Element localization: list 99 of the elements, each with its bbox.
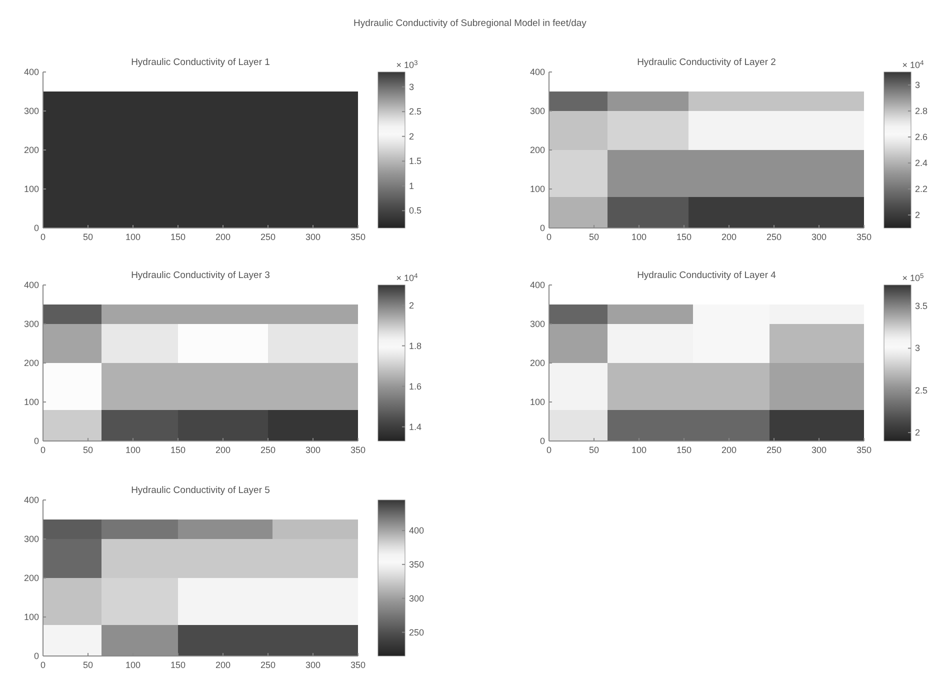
y-tick-label: 100 (24, 397, 39, 407)
x-tick-label: 350 (856, 445, 872, 455)
color-bar-title: × 10$^{4}$ (902, 60, 924, 70)
x-tick-label: 50 (588, 232, 600, 242)
y-tick-label: 100 (24, 184, 39, 194)
color-bar-label: 3.5 (915, 301, 928, 312)
color-bar-label: 1.8 (409, 340, 422, 351)
x-tick-label: 0 (40, 660, 46, 670)
x-tick-label: 350 (350, 232, 366, 242)
y-tick-label: 100 (24, 612, 39, 622)
chart-title: Hydraulic Conductivity of Layer 3 (131, 270, 270, 281)
color-bar-label: 0.5 (409, 206, 422, 216)
x-tick-label: 100 (631, 232, 647, 242)
y-tick-label: 200 (24, 573, 39, 583)
x-tick-label: 50 (82, 660, 94, 670)
y-tick-label: 400 (530, 280, 545, 290)
chart-title: Hydraulic Conductivity of Layer 1 (131, 57, 270, 68)
color-bar-label: 250 (409, 627, 424, 638)
color-bar-label: 1.4 (409, 422, 422, 432)
x-tick-label: 250 (260, 232, 276, 242)
x-tick-label: 100 (125, 445, 141, 455)
y-tick-label: 300 (530, 319, 545, 329)
color-bar-label: 2.5 (915, 385, 928, 396)
x-tick-label: 200 (215, 660, 231, 670)
color-bar-label: 1.5 (409, 156, 422, 166)
color-bar-title: × 10$^{4}$ (396, 272, 418, 283)
chart-title: Hydraulic Conductivity of Layer 5 (131, 485, 270, 496)
x-tick-label: 150 (676, 232, 692, 242)
x-tick-label: 350 (350, 445, 366, 455)
color-bar-label: 3 (409, 82, 414, 92)
text: Hydraulic Conductivity of Subregional Model in feet/day (354, 18, 587, 29)
color-bar-label: 350 (409, 559, 424, 570)
x-tick-label: 350 (350, 660, 366, 670)
color-bar-label: 2.8 (915, 106, 928, 116)
x-tick-label: 0 (546, 445, 552, 455)
chart-title: Hydraulic Conductivity of Layer 2 (637, 57, 776, 68)
x-tick-label: 250 (766, 445, 782, 455)
color-bar-label: 1 (409, 180, 414, 191)
x-tick-label: 50 (82, 232, 94, 242)
x-tick-label: 150 (676, 445, 692, 455)
x-tick-label: 300 (305, 660, 321, 670)
x-tick-label: 0 (546, 232, 552, 242)
color-bar-label: 1.6 (409, 381, 422, 392)
y-tick-label: 400 (24, 67, 39, 77)
color-bar-label: 2.4 (915, 158, 928, 168)
color-bar-title: × 10$^{3}$ (396, 60, 418, 70)
y-tick-label: 100 (530, 184, 545, 194)
color-bar-label: 400 (409, 526, 424, 536)
y-tick-label: 300 (24, 534, 39, 544)
color-bar-label: 2 (915, 428, 920, 438)
x-tick-label: 100 (125, 660, 141, 670)
x-tick-label: 150 (170, 660, 186, 670)
color-bar-label: 2.6 (915, 132, 928, 142)
x-tick-label: 300 (811, 232, 827, 242)
color-bar-label: 2 (409, 300, 414, 310)
y-tick-label: 200 (530, 145, 545, 155)
y-tick-label: 400 (530, 67, 545, 77)
y-tick-label: 300 (24, 106, 39, 116)
x-tick-label: 50 (82, 445, 94, 455)
x-tick-label: 300 (811, 445, 827, 455)
x-tick-label: 350 (856, 232, 872, 242)
x-tick-label: 50 (588, 445, 600, 455)
y-tick-label: 300 (530, 106, 545, 116)
y-tick-label: 300 (24, 319, 39, 329)
y-tick-label: 400 (24, 280, 39, 290)
x-tick-label: 250 (766, 232, 782, 242)
y-tick-label: 200 (24, 145, 39, 155)
x-tick-label: 100 (125, 232, 141, 242)
color-bar-label: 2 (915, 210, 920, 220)
y-tick-label: 0 (34, 223, 39, 233)
x-tick-label: 250 (260, 445, 276, 455)
x-tick-label: 200 (215, 445, 231, 455)
x-tick-label: 150 (170, 445, 186, 455)
color-bar-label: 300 (409, 593, 424, 604)
x-tick-label: 0 (40, 445, 46, 455)
y-tick-label: 0 (34, 651, 39, 661)
color-bar-title: × 10$^{5}$ (902, 272, 924, 283)
x-tick-label: 300 (305, 445, 321, 455)
x-tick-label: 200 (215, 232, 231, 242)
y-tick-label: 0 (540, 436, 545, 446)
y-tick-label: 0 (540, 223, 545, 233)
y-tick-label: 200 (24, 358, 39, 368)
color-bar-label: 2.5 (409, 106, 422, 117)
color-bar-label: 3 (915, 343, 920, 354)
color-bar-label: 2 (409, 131, 414, 142)
chart-title: Hydraulic Conductivity of Layer 4 (637, 270, 776, 281)
y-tick-label: 200 (530, 358, 545, 368)
x-tick-label: 250 (260, 660, 276, 670)
x-tick-label: 150 (170, 232, 186, 242)
y-tick-label: 0 (34, 436, 39, 446)
y-tick-label: 400 (24, 495, 39, 505)
y-tick-label: 100 (530, 397, 545, 407)
x-tick-label: 200 (721, 445, 737, 455)
color-bar-label: 3 (915, 80, 920, 90)
x-tick-label: 0 (40, 232, 46, 242)
x-tick-label: 100 (631, 445, 647, 455)
color-bar-label: 2.2 (915, 184, 928, 194)
x-tick-label: 200 (721, 232, 737, 242)
x-tick-label: 300 (305, 232, 321, 242)
